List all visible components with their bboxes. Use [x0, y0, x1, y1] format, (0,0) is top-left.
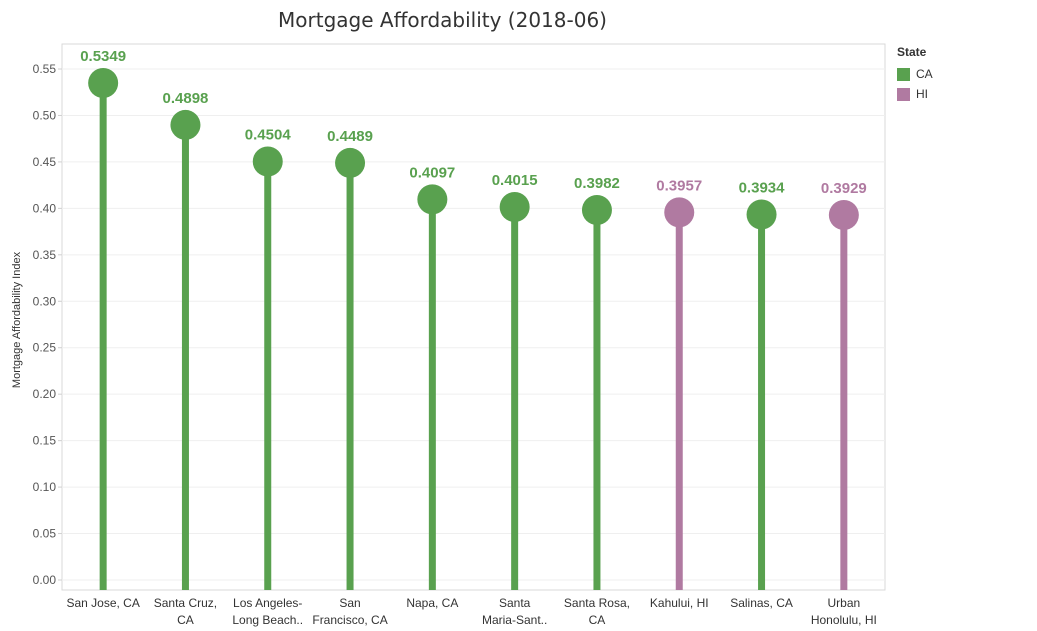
- lollipop-dot: [335, 147, 366, 178]
- y-tick-label: 0.25: [33, 341, 57, 355]
- lollipop-dot: [88, 68, 119, 99]
- x-tick-label: Urban: [828, 596, 861, 610]
- lollipop-dot: [746, 199, 777, 230]
- x-tick-label: Long Beach..: [232, 613, 303, 627]
- x-tick-label: San Jose, CA: [66, 596, 139, 610]
- lollipop-dot: [499, 191, 530, 222]
- data-label: 0.5349: [80, 48, 126, 65]
- y-tick-label: 0.50: [33, 108, 57, 122]
- x-tick-label: Salinas, CA: [730, 596, 793, 610]
- x-tick-label: Santa Cruz,: [154, 596, 217, 610]
- x-tick-label: Honolulu, HI: [811, 613, 877, 627]
- lollipop-dot: [581, 195, 612, 226]
- x-tick-label: CA: [177, 613, 194, 627]
- data-label: 0.3929: [821, 180, 867, 197]
- y-tick-label: 0.30: [33, 294, 57, 308]
- legend-title: State: [897, 45, 927, 59]
- x-tick-label: Los Angeles-: [233, 596, 302, 610]
- data-label: 0.4898: [163, 90, 209, 107]
- legend-swatch-hi: [897, 87, 910, 101]
- y-tick-label: 0.40: [33, 201, 57, 215]
- legend-label-ca: CA: [916, 67, 933, 81]
- data-label: 0.3982: [574, 175, 620, 192]
- legend: State CA HI: [897, 45, 933, 104]
- legend-item-ca[interactable]: CA: [897, 64, 933, 84]
- y-tick-label: 0.00: [33, 573, 57, 587]
- data-label: 0.3957: [656, 177, 702, 194]
- data-label: 0.4097: [409, 164, 455, 181]
- plot-frame: [61, 43, 886, 591]
- x-tick-label: San: [339, 596, 360, 610]
- legend-label-hi: HI: [916, 87, 928, 101]
- data-label: 0.4015: [492, 172, 538, 189]
- chart-title: Mortgage Affordability (2018-06): [278, 8, 607, 32]
- y-tick-label: 0.35: [33, 248, 57, 262]
- y-tick-label: 0.45: [33, 155, 57, 169]
- x-tick-label: Maria-Sant..: [482, 613, 547, 627]
- data-label: 0.3934: [739, 179, 786, 196]
- y-tick-label: 0.05: [33, 527, 57, 541]
- x-tick-label: Santa: [499, 596, 531, 610]
- data-label: 0.4504: [245, 127, 292, 144]
- x-tick-label: Santa Rosa,: [564, 596, 630, 610]
- lollipop-dot: [828, 199, 859, 230]
- legend-item-hi[interactable]: HI: [897, 84, 933, 104]
- y-tick-label: 0.20: [33, 387, 57, 401]
- x-tick-label: Kahului, HI: [650, 596, 709, 610]
- lollipop-dot: [664, 197, 695, 228]
- x-tick-label: Francisco, CA: [312, 613, 387, 627]
- x-tick-label: Napa, CA: [406, 596, 458, 610]
- y-tick-label: 0.55: [33, 62, 57, 76]
- lollipop-dot: [170, 109, 201, 140]
- lollipop-dot: [417, 184, 448, 215]
- data-label: 0.4489: [327, 128, 373, 145]
- legend-swatch-ca: [897, 67, 910, 81]
- y-tick-label: 0.10: [33, 480, 57, 494]
- y-tick-label: 0.15: [33, 434, 57, 448]
- y-axis-label: Mortgage Affordability Index: [11, 251, 23, 388]
- lollipop-dot: [252, 146, 283, 177]
- x-tick-label: CA: [589, 613, 606, 627]
